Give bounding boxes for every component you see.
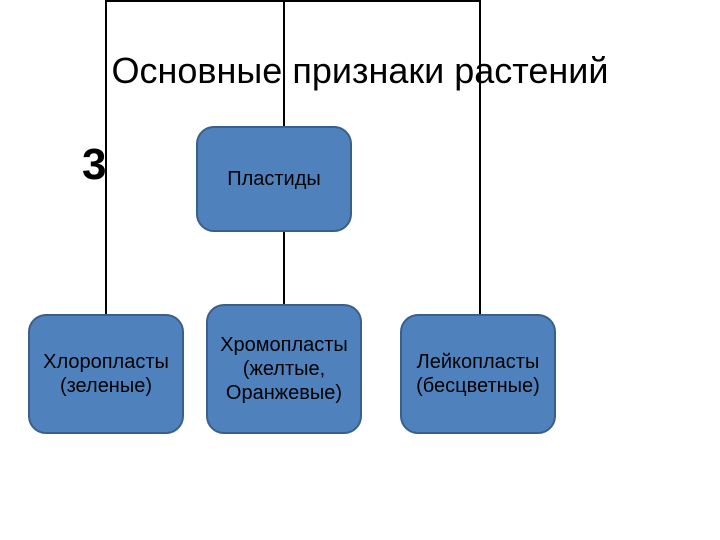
diagram-canvas: Основные признаки растений 3 Пластиды Хл… [0,0,720,540]
node-chromoplasts: Хромопласты(желтые,Оранжевые) [206,304,362,434]
node-chloroplasts: Хлоропласты(зеленые) [28,314,184,434]
page-title: Основные признаки растений [0,50,720,92]
node-label: Хлоропласты(зеленые) [43,350,169,398]
connector-top-horizontal [105,0,481,2]
connector-vertical-mid-bottom [283,232,285,304]
node-label: Хромопласты(желтые,Оранжевые) [220,333,348,405]
connector-vertical-mid-top [283,0,285,126]
node-label: Пластиды [227,167,321,191]
node-leucoplasts: Лейкопласты(бесцветные) [400,314,556,434]
connector-vertical-left [105,0,107,314]
node-plastids: Пластиды [196,126,352,232]
node-label: Лейкопласты(бесцветные) [416,350,540,398]
connector-vertical-right [479,0,481,314]
diagram-number: 3 [82,140,106,190]
